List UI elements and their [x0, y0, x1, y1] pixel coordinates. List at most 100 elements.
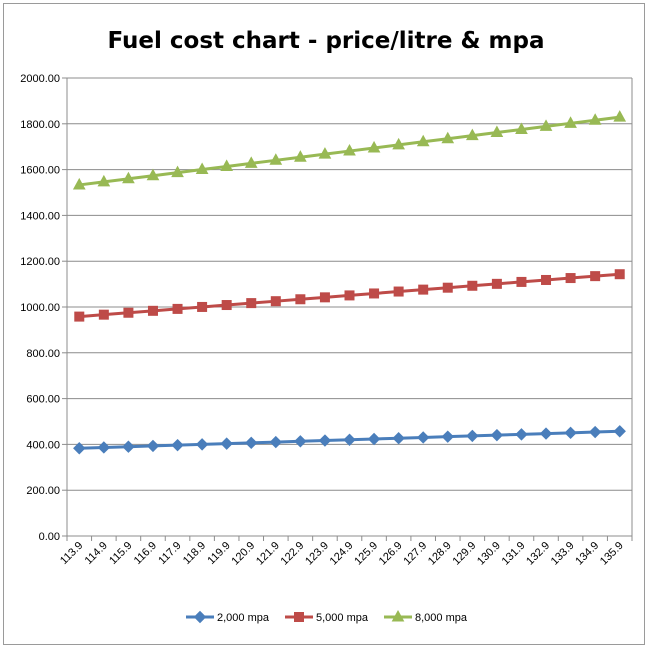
y-tick-label: 800.00 [26, 348, 60, 360]
data-point [195, 162, 209, 175]
data-point [122, 440, 135, 453]
x-tick-label: 121.9 [254, 540, 282, 568]
data-point [123, 307, 134, 318]
x-tick-label: 115.9 [107, 540, 134, 567]
data-point [490, 125, 504, 138]
x-tick-label: 114.9 [83, 540, 110, 567]
x-tick-label: 117.9 [156, 540, 183, 567]
data-point [245, 436, 258, 450]
legend-label: 8,000 mpa [415, 612, 468, 624]
data-point [147, 305, 158, 316]
series-0 [73, 425, 626, 455]
x-tick-label: 127.9 [401, 540, 429, 568]
data-point [220, 159, 234, 171]
data-point [343, 433, 356, 446]
data-point [539, 427, 553, 440]
legend-label: 2,000 mpa [217, 612, 270, 624]
data-point [442, 282, 453, 293]
x-tick-label: 122.9 [279, 540, 307, 568]
y-tick-label: 200.00 [26, 485, 60, 497]
x-tick-label: 134.9 [573, 540, 601, 568]
data-point [467, 280, 478, 291]
y-tick-label: 1400.00 [20, 210, 60, 222]
data-point [465, 128, 479, 141]
data-point [270, 296, 281, 307]
data-point [171, 165, 184, 178]
y-tick-label: 400.00 [26, 439, 60, 451]
data-point [367, 140, 381, 153]
data-point [221, 300, 232, 311]
data-point [367, 432, 381, 446]
y-tick-label: 2000.00 [20, 73, 60, 85]
y-tick-label: 1800.00 [20, 119, 60, 131]
data-point [344, 290, 355, 301]
data-point [491, 278, 502, 289]
data-point [588, 425, 602, 439]
data-point [565, 273, 576, 284]
data-point [564, 426, 577, 440]
data-point [195, 438, 209, 451]
data-point [97, 174, 111, 187]
data-point [441, 430, 454, 443]
x-tick-label: 120.9 [229, 540, 257, 568]
data-point [246, 298, 257, 309]
data-point [590, 271, 601, 282]
x-tick-label: 135.9 [598, 540, 626, 568]
data-point [318, 147, 332, 159]
data-point [172, 303, 183, 314]
legend-entry: 5,000 mpa [285, 612, 369, 624]
data-point [294, 150, 307, 162]
chart-title: Fuel cost chart - price/litre & mpa [107, 28, 544, 54]
x-tick-label: 125.9 [352, 540, 380, 568]
data-point [97, 441, 111, 454]
data-point [171, 438, 184, 452]
axes: 0.00 200.00 400.00 600.00 800.00 1000.00 1200.… [20, 73, 633, 568]
x-tick-label: 124.9 [328, 540, 356, 568]
x-tick-label: 119.9 [205, 540, 232, 567]
y-tick-label: 1000.00 [20, 302, 60, 314]
data-point [269, 153, 283, 165]
data-point [98, 309, 109, 320]
legend-marker [193, 610, 207, 624]
data-point [515, 122, 528, 134]
data-point [295, 294, 306, 305]
data-point [393, 286, 404, 297]
y-tick-label: 1600.00 [20, 165, 60, 177]
data-point [146, 439, 160, 453]
y-tick-label: 600.00 [26, 394, 60, 406]
data-point [416, 431, 430, 444]
x-tick-label: 113.9 [58, 540, 85, 567]
legend: 2,000 mpa 5,000 mpa 8,000 mpa [186, 609, 468, 624]
data-point [516, 276, 527, 287]
x-tick-label: 123.9 [303, 540, 331, 568]
data-point [564, 116, 577, 128]
data-point [294, 435, 307, 448]
data-point [418, 284, 429, 295]
data-point [515, 428, 528, 441]
legend-entry: 2,000 mpa [186, 610, 270, 624]
series-lines [72, 110, 627, 455]
legend-marker [391, 609, 405, 622]
x-tick-label: 129.9 [450, 540, 478, 568]
y-tick-label: 0.00 [39, 531, 60, 543]
data-point [319, 292, 330, 303]
data-point [613, 110, 627, 122]
x-tick-label: 126.9 [377, 540, 405, 568]
chart-frame [3, 3, 645, 645]
x-tick-label: 118.9 [181, 540, 208, 567]
x-tick-label: 116.9 [132, 540, 159, 567]
data-point [343, 144, 356, 156]
data-point [146, 168, 160, 181]
series-2 [72, 110, 627, 190]
data-point [73, 442, 86, 455]
data-point [541, 274, 552, 285]
data-point [197, 301, 208, 312]
data-point [122, 171, 135, 184]
data-point [392, 137, 405, 150]
legend-label: 5,000 mpa [316, 612, 369, 624]
data-point [613, 425, 626, 438]
x-tick-label: 133.9 [549, 540, 577, 568]
x-tick-label: 128.9 [426, 540, 454, 568]
data-point [220, 437, 233, 450]
data-point [72, 177, 86, 190]
